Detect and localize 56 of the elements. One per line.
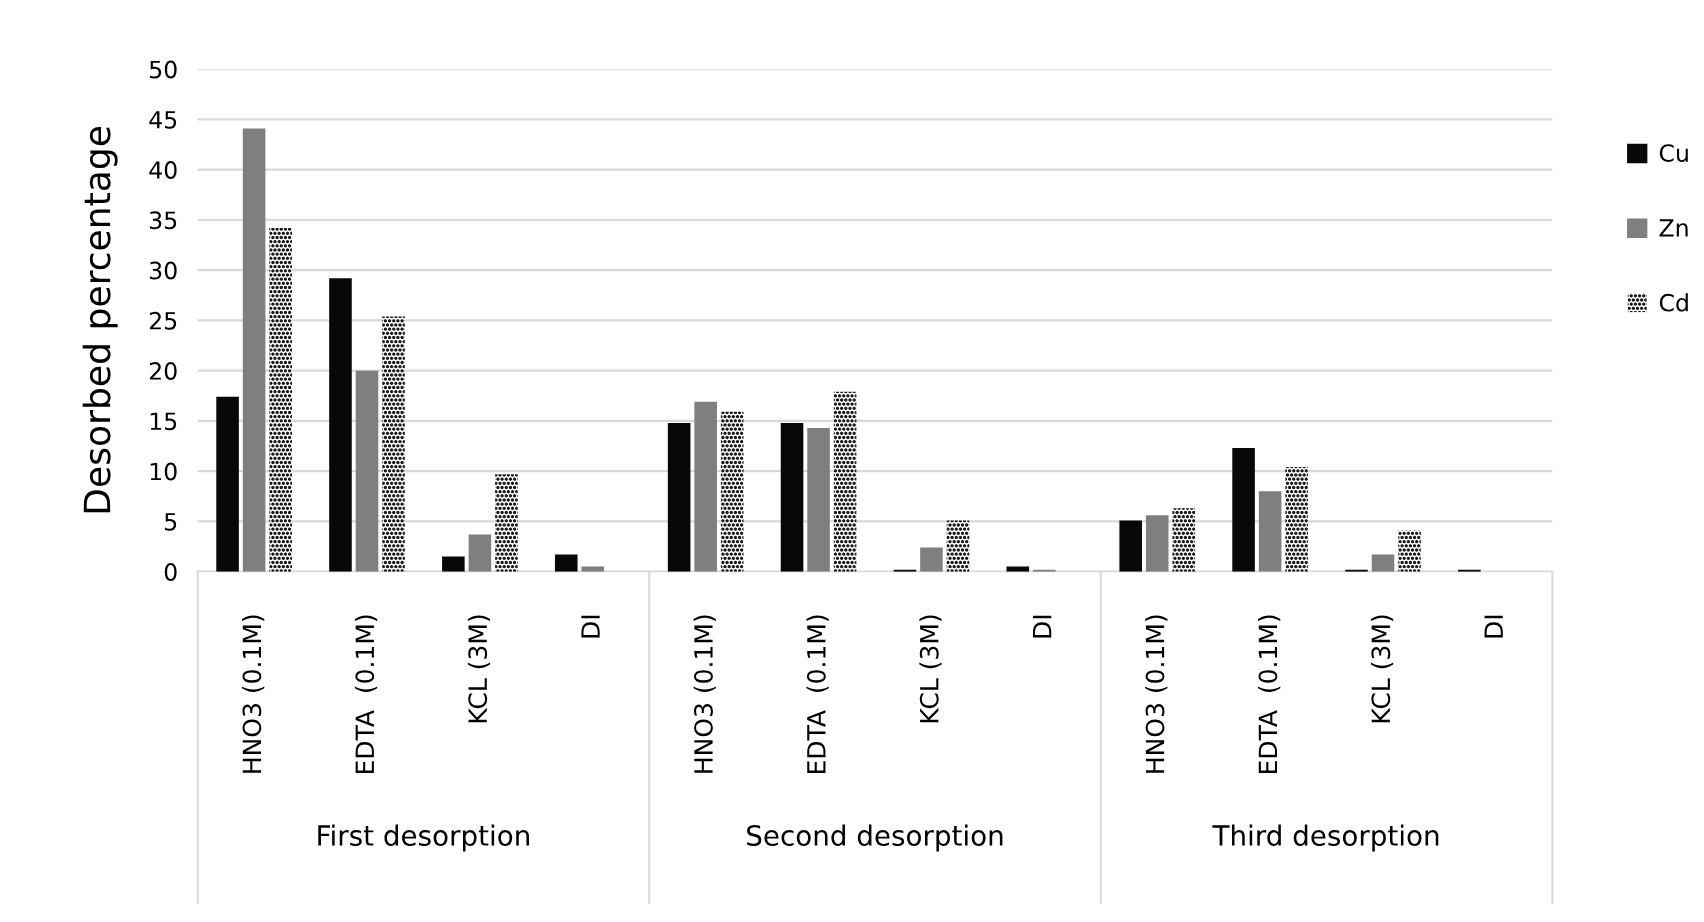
x-tick-label: KCL (3M)	[467, 615, 491, 723]
x-tick-label: HNO3 (0.1M)	[1145, 615, 1168, 773]
x-tick-label: HNO3 (0.1M)	[693, 615, 716, 773]
bar	[1285, 467, 1308, 572]
bar	[1119, 520, 1142, 572]
text: Third desorption	[1212, 824, 1439, 852]
x-tick-label: DI	[581, 615, 600, 638]
x-tick-label: EDTA (0.1M)	[1258, 615, 1281, 774]
x-tick-label: EDTA (0.1M)	[806, 615, 829, 774]
bar	[269, 227, 292, 572]
bar	[1145, 515, 1169, 572]
text: First desorption	[318, 824, 529, 852]
bar	[1258, 491, 1282, 572]
y-tick-label: 0	[164, 563, 177, 581]
bar	[920, 547, 943, 572]
bar	[780, 422, 804, 572]
y-tick-label: 20	[149, 362, 177, 380]
x-tick-label: KCL (3M)	[1370, 615, 1394, 723]
bar	[442, 556, 465, 572]
y-tick-label: 45	[149, 111, 177, 129]
bar	[495, 474, 518, 572]
bar	[946, 520, 970, 572]
legend-label: Zn	[1659, 219, 1688, 237]
bar	[554, 554, 578, 572]
x-tick-label: DI	[1484, 615, 1503, 638]
legend-label: Cu	[1659, 144, 1688, 162]
y-tick-label: 10	[150, 462, 177, 481]
y-tick-label: 50	[150, 60, 177, 79]
bar	[720, 411, 744, 572]
bar	[694, 401, 717, 572]
bar	[329, 278, 352, 572]
bar	[355, 370, 379, 572]
y-axis-title: Desorbed percentage	[82, 126, 118, 513]
bar	[382, 316, 405, 572]
bar	[1398, 530, 1421, 572]
y-tick-label: 5	[165, 513, 177, 531]
y-tick-label: 25	[149, 311, 177, 330]
text: Second desorption	[747, 824, 1003, 852]
legend-label: Cd	[1659, 293, 1688, 312]
bar	[1371, 554, 1395, 572]
bar	[1172, 508, 1196, 572]
x-tick-label: HNO3 (0.1M)	[242, 615, 265, 773]
x-tick-label: KCL (3M)	[919, 615, 942, 723]
y-tick-label: 15	[150, 412, 177, 431]
bar	[468, 534, 492, 572]
bar	[833, 391, 857, 572]
y-tick-label: 30	[149, 261, 177, 280]
y-tick-label: 35	[149, 211, 177, 230]
bar	[667, 422, 691, 572]
x-tick-label: EDTA (0.1M)	[354, 615, 378, 774]
bar	[216, 396, 239, 572]
bar	[807, 427, 830, 572]
bar	[242, 128, 266, 572]
bar	[1232, 448, 1255, 572]
x-tick-label: DI	[1033, 615, 1052, 638]
y-tick-label: 40	[149, 161, 177, 179]
